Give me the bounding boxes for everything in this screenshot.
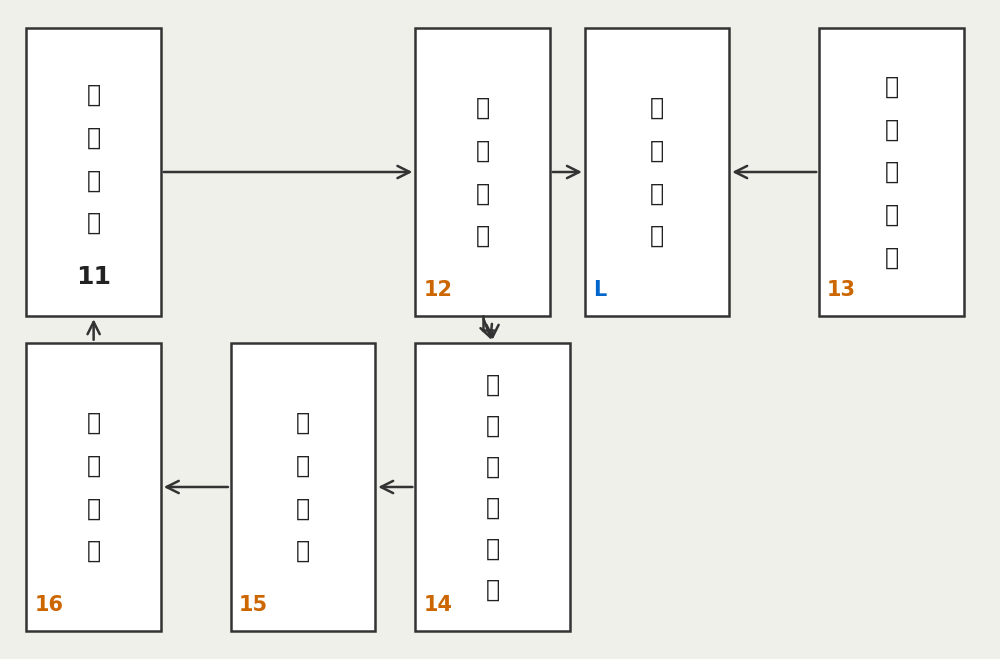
Text: 预: 预 xyxy=(884,74,898,99)
Text: 反: 反 xyxy=(296,411,310,435)
Text: 控: 控 xyxy=(87,411,101,435)
Text: 压: 压 xyxy=(87,126,101,150)
Text: 13: 13 xyxy=(827,280,856,300)
Text: 源: 源 xyxy=(87,211,101,235)
Text: 路: 路 xyxy=(485,577,500,601)
Text: 11: 11 xyxy=(76,265,111,289)
Text: 脉: 脉 xyxy=(650,96,664,120)
Text: 路: 路 xyxy=(296,539,310,563)
Text: 15: 15 xyxy=(239,595,268,615)
Text: 测: 测 xyxy=(485,496,500,519)
Text: 主: 主 xyxy=(475,96,490,120)
Text: L: L xyxy=(593,280,606,300)
Text: 电: 电 xyxy=(485,536,500,560)
Text: 电: 电 xyxy=(475,181,490,206)
Text: 电: 电 xyxy=(87,169,101,192)
Bar xyxy=(585,28,729,316)
Text: 电: 电 xyxy=(87,496,101,521)
Text: 12: 12 xyxy=(423,280,452,300)
Text: 值: 值 xyxy=(485,414,500,438)
Text: 制: 制 xyxy=(87,453,101,478)
Text: 电: 电 xyxy=(884,117,898,141)
Text: 高: 高 xyxy=(87,83,101,107)
Bar xyxy=(231,343,375,631)
Text: 路: 路 xyxy=(884,245,898,270)
Bar xyxy=(415,28,550,316)
Bar xyxy=(819,28,964,316)
Text: 路: 路 xyxy=(475,224,490,248)
Text: 电: 电 xyxy=(296,496,310,521)
Text: 14: 14 xyxy=(423,595,452,615)
Text: 路: 路 xyxy=(87,539,101,563)
Text: 16: 16 xyxy=(34,595,63,615)
Text: 冲: 冲 xyxy=(650,138,664,163)
Bar xyxy=(26,28,161,316)
Bar xyxy=(26,343,161,631)
Text: 氙: 氙 xyxy=(650,181,664,206)
Text: 检: 检 xyxy=(485,455,500,478)
Bar xyxy=(415,343,570,631)
Text: 放: 放 xyxy=(475,138,490,163)
Text: 峰: 峰 xyxy=(485,373,500,397)
Text: 电: 电 xyxy=(884,203,898,227)
Text: 离: 离 xyxy=(884,160,898,184)
Text: 灯: 灯 xyxy=(650,224,664,248)
Text: 馈: 馈 xyxy=(296,453,310,478)
